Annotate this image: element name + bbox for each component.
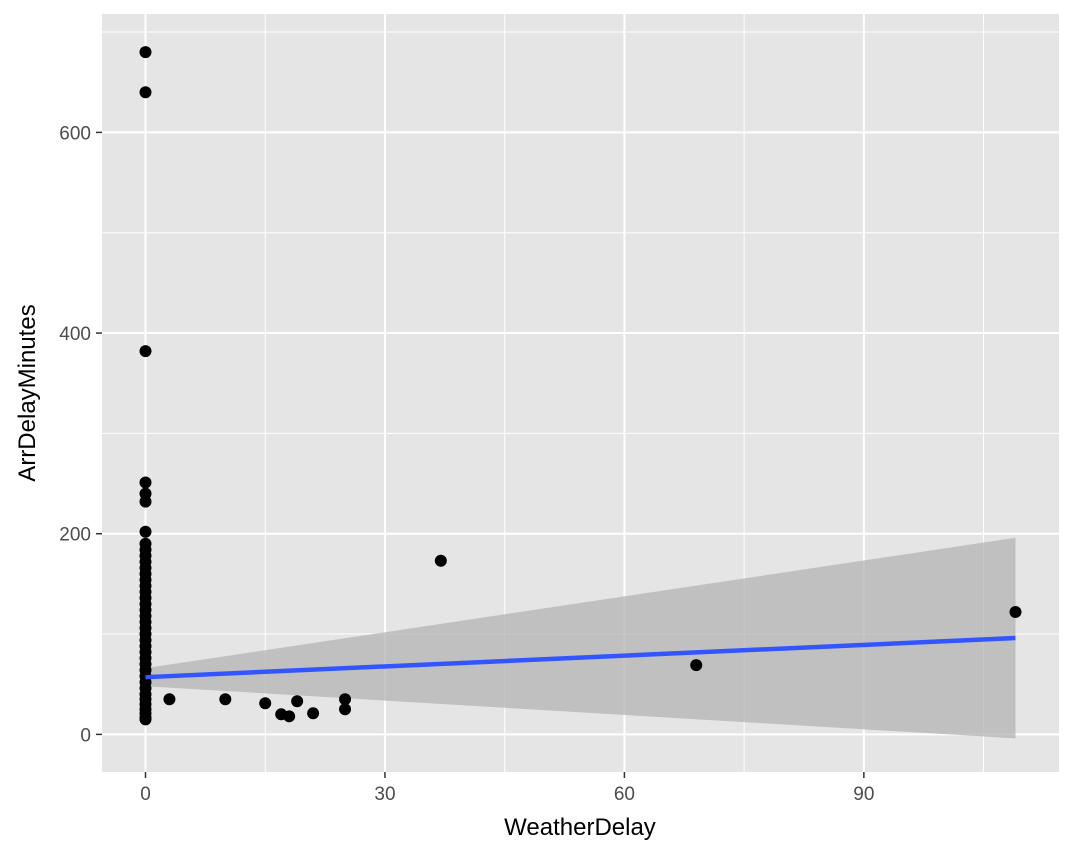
x-tick-label: 90 [853, 784, 874, 805]
data-point [291, 695, 304, 708]
y-tick-label: 200 [59, 525, 91, 546]
data-point [219, 693, 232, 706]
trend-line [145, 635, 1016, 680]
data-point [139, 86, 152, 99]
trend-line-layer [145, 635, 1016, 680]
x-tick-label: 0 [140, 784, 151, 805]
data-point [339, 693, 352, 706]
data-point [139, 495, 152, 508]
data-point [139, 525, 152, 538]
data-point [307, 707, 320, 720]
data-point [139, 345, 152, 358]
data-point [283, 710, 296, 723]
confidence-ribbon [145, 537, 1016, 739]
data-point [139, 476, 152, 489]
data-point [259, 697, 272, 710]
y-axis-title: ArrDelayMinutes [14, 304, 41, 481]
y-tick-label: 400 [59, 324, 91, 345]
data-point [139, 713, 152, 726]
data-point [339, 703, 352, 716]
axes: 0 30 60 90 0 200 400 600 [59, 123, 874, 805]
x-axis-title: WeatherDelay [504, 814, 656, 841]
x-tick-label: 60 [614, 784, 635, 805]
data-point [690, 659, 703, 672]
data-point [1009, 605, 1022, 618]
data-point [163, 693, 176, 706]
y-tick-label: 600 [59, 123, 91, 144]
scatter-points [139, 46, 1022, 726]
y-tick-label: 0 [80, 725, 91, 746]
confidence-ribbon-layer [145, 537, 1016, 739]
x-tick-label: 30 [374, 784, 395, 805]
data-point [434, 554, 447, 567]
data-point [139, 46, 152, 59]
